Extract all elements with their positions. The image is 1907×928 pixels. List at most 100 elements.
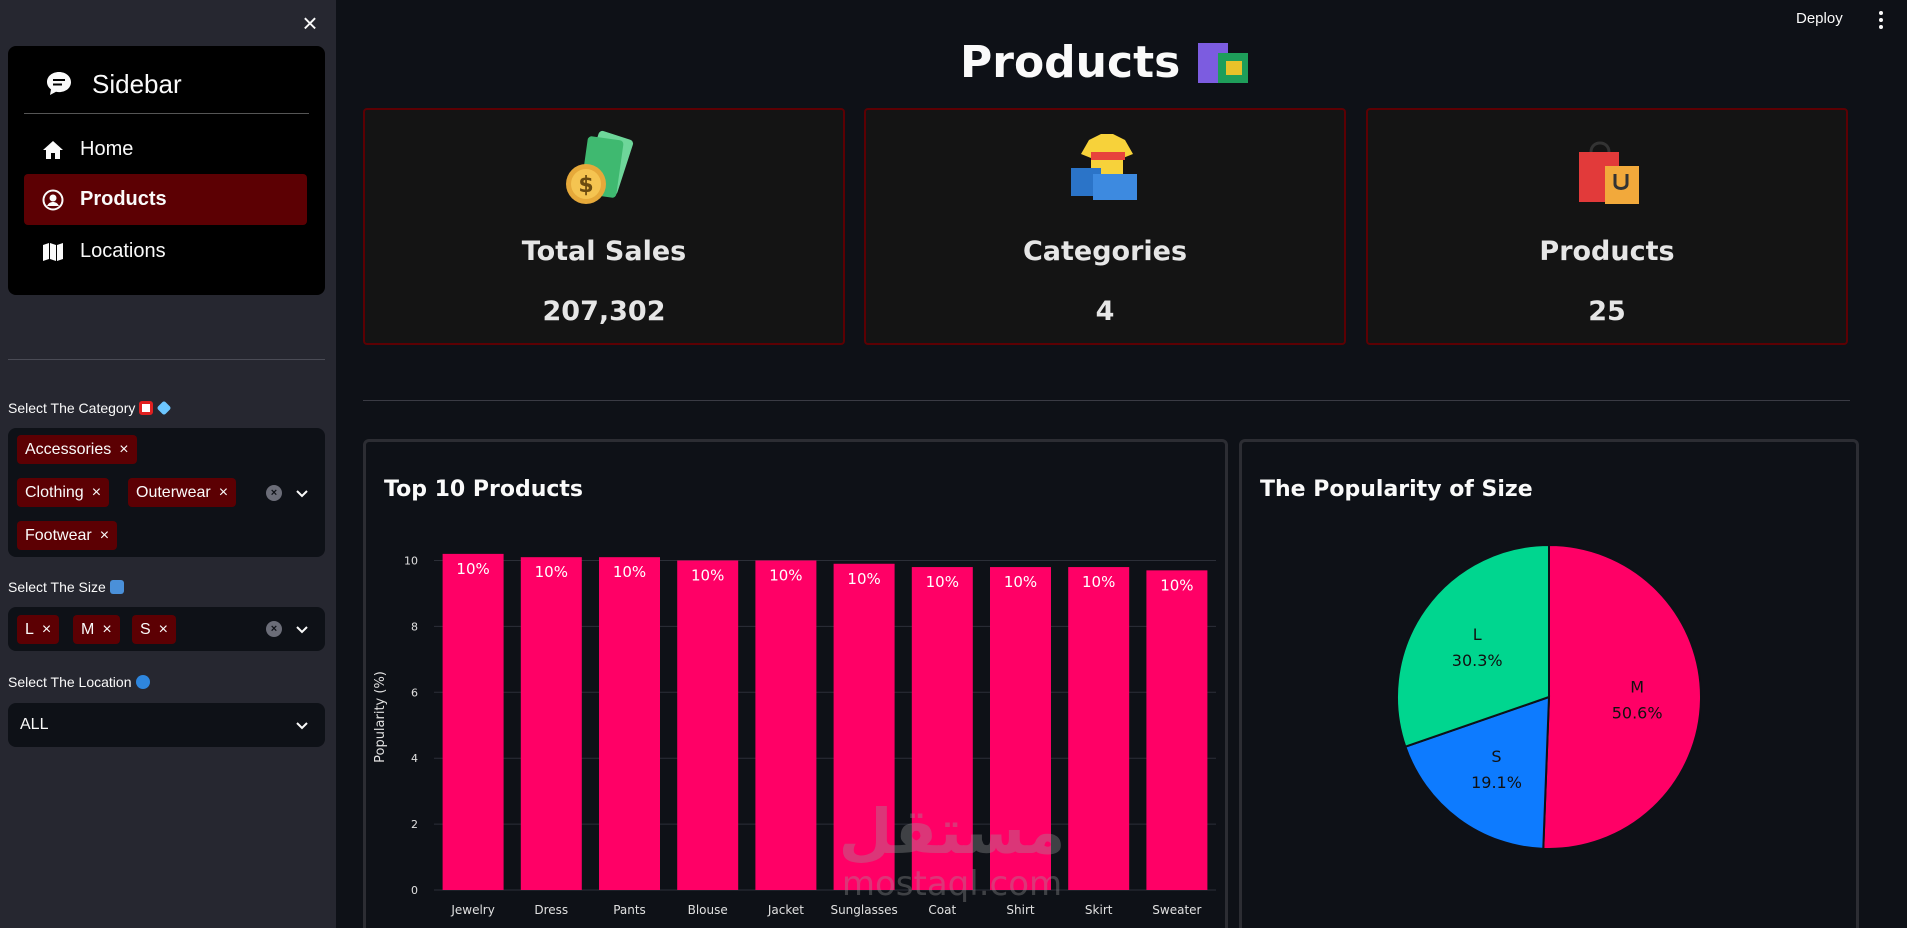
chevron-down-icon[interactable]: [294, 717, 310, 733]
x-tick-label: Jacket: [767, 903, 804, 917]
bar-data-label: 10%: [535, 563, 568, 581]
size-filter-label: Select The Size: [8, 579, 124, 595]
bar: [599, 557, 660, 890]
chevron-down-icon[interactable]: [294, 485, 310, 501]
menu-title: Sidebar: [92, 68, 182, 99]
x-tick-label: Skirt: [1085, 903, 1113, 917]
tag-label: Accessories: [25, 440, 112, 458]
bar: [442, 553, 504, 890]
label-text: Select The Category: [8, 400, 136, 416]
bar-data-label: 10%: [1004, 573, 1037, 591]
bar: [833, 563, 895, 890]
kpi-label: Total Sales: [521, 236, 687, 267]
kpi-label: Categories: [1022, 236, 1188, 267]
chart-title: The Popularity of Size: [1260, 477, 1533, 502]
size-popularity-panel: The Popularity of Size M 50.6% S 19.1% L 30.3…: [1239, 439, 1859, 928]
pie-slice: [1396, 543, 1550, 748]
sidebar-item-label: Home: [80, 138, 134, 160]
kebab-menu-icon[interactable]: [1874, 10, 1888, 30]
pie-chart: M 50.6% S 19.1% L 30.3%: [1396, 543, 1702, 850]
select-value: ALL: [20, 716, 49, 733]
remove-tag-icon[interactable]: ×: [158, 620, 169, 638]
tag-label: Outerwear: [136, 483, 211, 501]
x-tick-label: Sunglasses: [830, 903, 897, 917]
remove-tag-icon[interactable]: ×: [41, 620, 52, 638]
kpi-card-categories: Categories 4: [864, 108, 1346, 345]
x-tick-label: Shirt: [1006, 903, 1034, 917]
pie-slice-percent: 50.6%: [1612, 704, 1663, 723]
kpi-value: 4: [1095, 296, 1115, 327]
pie-slice: [1542, 543, 1702, 850]
bar: [911, 567, 973, 890]
top-products-panel: Top 10 Products 0 2 4 6 8 10 10% Jewelry 10% Dres…: [363, 439, 1228, 928]
kpi-value: 25: [1588, 296, 1626, 327]
y-tick-label: 6: [411, 686, 418, 699]
bar-data-label: 10%: [1082, 573, 1115, 591]
bar: [677, 560, 739, 890]
remove-tag-icon[interactable]: ×: [91, 483, 102, 501]
deploy-button[interactable]: Deploy: [1796, 10, 1843, 27]
bar-chart: 0 2 4 6 8 10 10% Jewelry 10% Dress 10% Pants 10% Blou…: [373, 553, 1216, 917]
label-text: Select The Size: [8, 579, 106, 595]
tag-label: L: [25, 620, 34, 638]
kpi-card-products: Products 25: [1366, 108, 1848, 345]
close-sidebar-icon[interactable]: ×: [302, 8, 318, 38]
x-tick-label: Coat: [928, 903, 956, 917]
globe-icon: [135, 675, 150, 689]
pie-slice-label: M: [1630, 678, 1644, 697]
shirt-icon: [139, 401, 154, 415]
category-filter-label: Select The Category: [8, 400, 172, 416]
category-tag: Clothing ×: [17, 478, 110, 507]
remove-tag-icon[interactable]: ×: [218, 483, 229, 501]
gem-icon: [156, 400, 172, 416]
tag-label: S: [140, 620, 151, 638]
location-select[interactable]: ALL: [8, 703, 325, 747]
x-tick-label: Jewelry: [450, 903, 495, 917]
pie-slice-percent: 30.3%: [1452, 651, 1503, 670]
bar-data-label: 10%: [456, 560, 489, 578]
bar-data-label: 10%: [847, 570, 880, 588]
sidebar-divider: [8, 359, 325, 360]
map-icon: [42, 241, 64, 263]
svg-text:$: $: [578, 173, 593, 198]
bar: [520, 557, 582, 890]
page-title-text: Products: [960, 36, 1181, 88]
house-icon: [42, 139, 64, 161]
bar-data-label: 10%: [769, 566, 802, 584]
y-tick-label: 8: [411, 620, 418, 633]
size-multiselect[interactable]: L × M × S × ×: [8, 607, 325, 651]
bar: [1146, 570, 1208, 890]
category-tag: Footwear ×: [17, 521, 118, 550]
clear-all-icon[interactable]: ×: [266, 485, 282, 501]
y-tick-label: 10: [404, 554, 418, 567]
chevron-down-icon[interactable]: [294, 621, 310, 637]
x-tick-label: Sweater: [1152, 903, 1201, 917]
category-tag: Accessories ×: [17, 435, 137, 464]
sidebar-item-label: Locations: [80, 240, 166, 262]
bar-data-label: 10%: [1160, 576, 1193, 594]
remove-tag-icon[interactable]: ×: [102, 620, 112, 638]
bar: [990, 567, 1051, 890]
tag-label: M: [81, 620, 95, 638]
sidebar-item-products[interactable]: Products: [24, 174, 307, 225]
bar-data-label: 10%: [691, 566, 724, 584]
sidebar-item-home[interactable]: Home: [24, 124, 307, 175]
remove-tag-icon[interactable]: ×: [119, 440, 129, 458]
sidebar-item-locations[interactable]: Locations: [24, 226, 307, 277]
bar-data-label: 10%: [926, 573, 959, 591]
tag-label: Footwear: [25, 526, 92, 544]
category-multiselect[interactable]: Accessories × Clothing × Outerwear × Footwe…: [8, 428, 325, 557]
x-tick-label: Blouse: [688, 903, 728, 917]
person-circle-icon: [42, 189, 64, 211]
y-tick-label: 0: [411, 884, 418, 897]
remove-tag-icon[interactable]: ×: [99, 526, 110, 544]
pie-slice-label: L: [1473, 625, 1482, 644]
pie-slice-label: S: [1491, 747, 1501, 766]
tag-label: Clothing: [25, 483, 84, 501]
section-divider: [363, 400, 1850, 401]
chat-icon: [44, 69, 74, 99]
clothes-icon: [1071, 134, 1137, 200]
clear-all-icon[interactable]: ×: [266, 621, 282, 637]
kpi-value: 207,302: [542, 296, 666, 327]
pie-slice-percent: 19.1%: [1471, 773, 1522, 792]
